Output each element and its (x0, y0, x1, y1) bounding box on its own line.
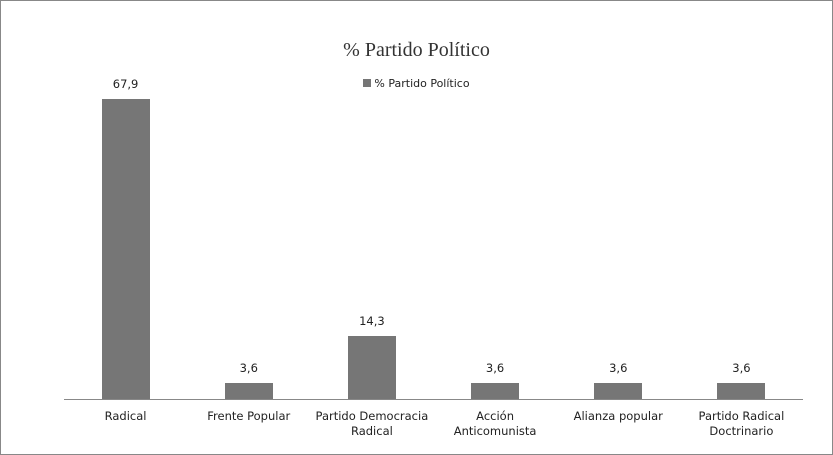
bar (101, 99, 150, 399)
value-label: 3,6 (732, 361, 751, 376)
bar (224, 383, 273, 399)
x-tick-label: Partido Radical Doctrinario (698, 409, 785, 438)
value-label: 3,6 (239, 361, 258, 376)
legend-swatch (363, 79, 372, 87)
chart-title: % Partido Político (343, 39, 490, 61)
value-label: 14,3 (359, 313, 385, 328)
legend: % Partido Político (1, 77, 832, 90)
value-label: 67,9 (112, 77, 139, 91)
x-tick-label: Acción Anticomunista (453, 409, 537, 438)
bar (594, 383, 643, 399)
value-label: 3,6 (485, 361, 505, 376)
x-tick-label: Partido Democracia Radical (315, 409, 429, 438)
x-tick-label: Radical (104, 409, 147, 423)
x-tick-label: Frente Popular (207, 409, 291, 423)
legend-label: % Partido Político (374, 77, 470, 90)
x-tick-label: Alianza popular (573, 409, 663, 423)
bar (717, 383, 766, 399)
value-label: 3,6 (609, 361, 628, 376)
x-axis (64, 399, 803, 400)
bar (347, 335, 396, 399)
bar (471, 383, 520, 399)
